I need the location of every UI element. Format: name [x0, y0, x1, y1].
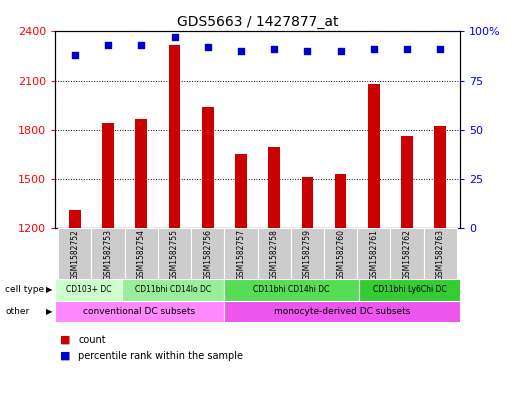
- Point: [137, 42, 145, 48]
- Bar: [58, 228, 92, 279]
- Point: [270, 46, 278, 52]
- Bar: [335, 174, 346, 228]
- Bar: [224, 228, 257, 279]
- Text: GSM1582762: GSM1582762: [403, 230, 412, 280]
- Bar: [224, 301, 460, 322]
- Bar: [103, 123, 114, 228]
- Text: CD11bhi Ly6Chi DC: CD11bhi Ly6Chi DC: [373, 285, 447, 294]
- Point: [370, 46, 378, 52]
- Bar: [302, 177, 313, 228]
- Text: GSM1582759: GSM1582759: [303, 230, 312, 281]
- Text: GSM1582758: GSM1582758: [270, 230, 279, 280]
- Bar: [55, 301, 224, 322]
- Text: GSM1582753: GSM1582753: [104, 230, 112, 281]
- Point: [403, 46, 411, 52]
- Bar: [92, 228, 124, 279]
- Bar: [357, 228, 391, 279]
- Bar: [191, 228, 224, 279]
- Bar: [224, 279, 359, 301]
- Text: conventional DC subsets: conventional DC subsets: [83, 307, 196, 316]
- Bar: [55, 279, 122, 301]
- Bar: [401, 136, 413, 228]
- Text: CD11bhi CD14hi DC: CD11bhi CD14hi DC: [253, 285, 329, 294]
- Bar: [169, 44, 180, 228]
- Text: CD11bhi CD14lo DC: CD11bhi CD14lo DC: [135, 285, 211, 294]
- Bar: [124, 228, 158, 279]
- Point: [303, 48, 312, 54]
- Bar: [391, 228, 424, 279]
- Text: GSM1582763: GSM1582763: [436, 230, 445, 281]
- Text: CD103+ DC: CD103+ DC: [66, 285, 111, 294]
- Text: ▶: ▶: [46, 285, 52, 294]
- Text: GSM1582760: GSM1582760: [336, 230, 345, 281]
- Text: count: count: [78, 335, 106, 345]
- Text: GSM1582757: GSM1582757: [236, 230, 245, 281]
- Text: GSM1582754: GSM1582754: [137, 230, 146, 281]
- Bar: [424, 228, 457, 279]
- Point: [71, 52, 79, 58]
- Point: [104, 42, 112, 48]
- Point: [170, 34, 179, 40]
- Bar: [202, 107, 213, 228]
- Text: ■: ■: [60, 351, 71, 361]
- Text: cell type: cell type: [5, 285, 44, 294]
- Text: other: other: [5, 307, 29, 316]
- Text: monocyte-derived DC subsets: monocyte-derived DC subsets: [274, 307, 410, 316]
- Bar: [368, 84, 380, 228]
- Title: GDS5663 / 1427877_at: GDS5663 / 1427877_at: [177, 15, 338, 29]
- Bar: [69, 210, 81, 228]
- Point: [237, 48, 245, 54]
- Text: GSM1582752: GSM1582752: [71, 230, 79, 280]
- Bar: [324, 228, 357, 279]
- Bar: [135, 119, 147, 228]
- Text: ■: ■: [60, 335, 71, 345]
- Bar: [235, 154, 247, 228]
- Bar: [268, 147, 280, 228]
- Bar: [122, 279, 224, 301]
- Bar: [158, 228, 191, 279]
- Text: GSM1582755: GSM1582755: [170, 230, 179, 281]
- Bar: [359, 279, 460, 301]
- Bar: [435, 127, 446, 228]
- Point: [436, 46, 445, 52]
- Bar: [291, 228, 324, 279]
- Text: GSM1582761: GSM1582761: [369, 230, 378, 280]
- Bar: [258, 228, 291, 279]
- Point: [336, 48, 345, 54]
- Text: ▶: ▶: [46, 307, 52, 316]
- Point: [203, 44, 212, 50]
- Text: percentile rank within the sample: percentile rank within the sample: [78, 351, 243, 361]
- Text: GSM1582756: GSM1582756: [203, 230, 212, 281]
